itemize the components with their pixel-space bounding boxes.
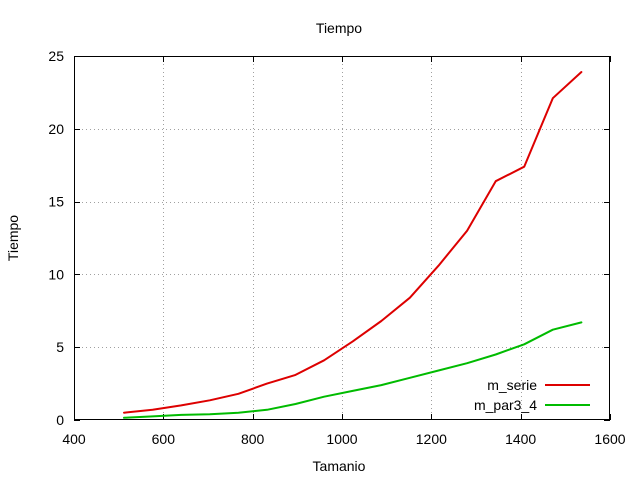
- y-tick-label: 15: [48, 194, 64, 210]
- legend: m_serie m_par3_4: [474, 377, 590, 413]
- x-tick-label: 1200: [416, 431, 447, 447]
- x-tick-label: 1400: [505, 431, 536, 447]
- grid-layer: [74, 56, 610, 420]
- chart-title: Tiempo: [316, 20, 362, 36]
- series-line-m-par3-4: [123, 321, 583, 419]
- series-layer: [123, 71, 583, 419]
- series-line-m-serie: [123, 71, 583, 414]
- y-tick-label: 10: [48, 266, 64, 282]
- legend-label: m_serie: [487, 377, 537, 393]
- y-axis-label: Tiempo: [5, 215, 21, 261]
- y-tick-label: 25: [48, 48, 64, 64]
- y-tick-labels: 0 5 10 15 20 25: [48, 48, 64, 428]
- legend-label: m_par3_4: [474, 397, 537, 413]
- plot-frame: [74, 56, 610, 420]
- tick-layer: [74, 56, 611, 421]
- x-tick-label: 1600: [594, 431, 625, 447]
- x-axis-label: Tamanio: [313, 458, 366, 474]
- x-tick-labels: 400 600 800 1000 1200 1400 1600: [62, 431, 625, 447]
- x-tick-label: 1000: [326, 431, 357, 447]
- x-tick-label: 600: [152, 431, 176, 447]
- x-tick-label: 400: [62, 431, 86, 447]
- y-tick-label: 20: [48, 121, 64, 137]
- y-tick-label: 0: [56, 412, 64, 428]
- y-tick-label: 5: [56, 339, 64, 355]
- x-tick-label: 800: [241, 431, 265, 447]
